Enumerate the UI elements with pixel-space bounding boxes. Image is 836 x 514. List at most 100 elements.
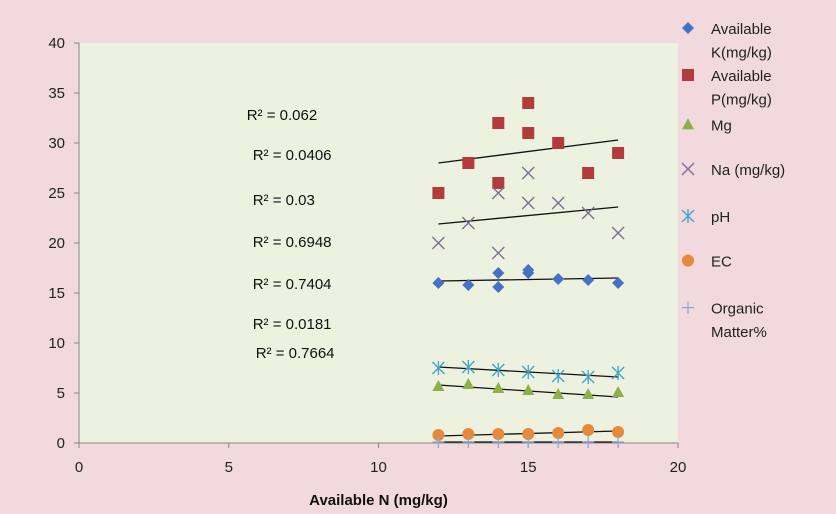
y-tick-label: 10 xyxy=(48,335,65,352)
ph-point xyxy=(551,369,565,383)
legend-ph-label: pH xyxy=(711,209,730,226)
legend-ec-label: EC xyxy=(711,254,732,271)
legend-available-p-mg-kg-label: P(mg/kg) xyxy=(711,92,772,109)
r-squared-label: R² = 0.7664 xyxy=(256,345,335,362)
mg-point xyxy=(612,386,625,397)
available-k-mg-kg-point xyxy=(522,264,535,276)
available-p-mg-kg-point xyxy=(492,117,505,129)
x-tick-label: 5 xyxy=(225,459,233,476)
y-tick-label: 20 xyxy=(48,235,65,252)
na-mg-kg-point xyxy=(491,186,505,200)
legend-ec-marker xyxy=(682,254,694,267)
available-p-mg-kg-point xyxy=(492,177,505,189)
r-squared-label: R² = 0.7404 xyxy=(253,276,332,293)
available-k-mg-kg-point xyxy=(492,281,505,293)
r-squared-label: R² = 0.062 xyxy=(247,107,317,124)
y-tick-label: 15 xyxy=(48,285,65,302)
r-squared-label: R² = 0.0181 xyxy=(253,316,332,333)
ph-point xyxy=(581,370,595,384)
na-mg-kg-point xyxy=(431,236,445,250)
available-p-mg-kg-point xyxy=(462,157,475,169)
y-tick-label: 25 xyxy=(48,185,65,202)
data-markers xyxy=(431,97,625,448)
legend-ph-marker xyxy=(681,209,695,223)
y-tick-label: 35 xyxy=(48,85,65,102)
organic-matter-point xyxy=(462,436,475,448)
ec-point xyxy=(582,424,595,436)
y-tick-label: 5 xyxy=(57,385,65,402)
ec-point xyxy=(492,428,505,440)
available-p-mg-kg-point xyxy=(612,147,625,159)
mg-point xyxy=(522,384,535,395)
ec-point xyxy=(522,428,535,440)
legend-organic-matter-label: Matter% xyxy=(711,324,767,341)
ph-point xyxy=(521,365,535,379)
ec-point xyxy=(432,429,445,441)
na-mg-kg-point xyxy=(491,246,505,260)
ph-point xyxy=(491,363,505,377)
legend-available-k-mg-kg-label: Available xyxy=(711,21,772,38)
available-p-mg-kg-point xyxy=(432,187,445,199)
legend-na-mg-kg-marker xyxy=(681,162,695,176)
mg-point xyxy=(582,388,595,399)
na-mg-kg-point xyxy=(611,226,625,240)
organic-matter-point xyxy=(522,436,535,448)
available-k-mg-kg-point xyxy=(612,277,625,289)
organic-matter-point xyxy=(432,436,445,448)
available-p-mg-kg-point xyxy=(552,137,565,149)
na-mg-kg-point xyxy=(521,196,535,210)
available-k-mg-kg-point xyxy=(462,279,475,291)
na-mg-kg-point xyxy=(551,196,565,210)
legend-na-mg-kg-label: Na (mg/kg) xyxy=(711,162,785,179)
na-mg-kg-point xyxy=(581,206,595,220)
r-squared-labels: R² = 0.062 R² = 0.0406 R² = 0.03 R² = 0.694… xyxy=(247,107,335,362)
ph-point xyxy=(431,361,445,375)
legend-available-k-mg-kg-marker xyxy=(682,22,694,34)
mg-point xyxy=(552,388,565,399)
legend-available-k-mg-kg-label: K(mg/kg) xyxy=(711,45,772,62)
x-tick-label: 15 xyxy=(520,459,537,476)
legend-organic-matter-marker xyxy=(682,301,694,314)
available-p-mg-kg-point xyxy=(582,167,595,179)
na-mg-kg-point xyxy=(521,166,535,180)
axes: 0 5 10 15 20 25 30 35 40 0 5 10 15 20 xyxy=(48,35,686,476)
organic-matter-point xyxy=(582,436,595,448)
na-mg-kg-point xyxy=(461,216,475,230)
mg-point xyxy=(462,378,475,389)
y-tick-label: 0 xyxy=(57,435,65,452)
ph-point xyxy=(461,360,475,374)
legend: Available K(mg/kg) Available P(mg/kg) Mg Na (… xyxy=(681,21,785,341)
x-tick-label: 10 xyxy=(370,459,387,476)
plot-area xyxy=(79,43,678,443)
available-k-mg-kg-point xyxy=(582,274,595,286)
x-axis-label: Available N (mg/kg) xyxy=(309,492,448,509)
x-tick-label: 20 xyxy=(670,459,687,476)
na-mg-kg-trendline xyxy=(438,206,619,225)
mg-point xyxy=(492,382,505,393)
ec-point xyxy=(552,427,565,439)
y-tick-label: 40 xyxy=(48,35,65,52)
legend-available-p-mg-kg-marker xyxy=(682,69,694,81)
ec-point xyxy=(462,428,475,440)
available-k-mg-kg-point xyxy=(492,267,505,279)
r-squared-label: R² = 0.6948 xyxy=(253,234,332,251)
legend-organic-matter-label: Organic xyxy=(711,301,764,318)
r-squared-label: R² = 0.0406 xyxy=(253,147,332,164)
legend-mg-label: Mg xyxy=(711,117,732,134)
available-p-mg-kg-point xyxy=(522,97,535,109)
r-squared-label: R² = 0.03 xyxy=(253,192,315,209)
organic-matter-point xyxy=(612,436,625,448)
mg-point xyxy=(432,380,445,391)
ph-point xyxy=(611,366,625,380)
y-tick-label: 30 xyxy=(48,135,65,152)
available-p-mg-kg-point xyxy=(522,127,535,139)
available-k-mg-kg-point xyxy=(432,277,445,289)
organic-matter-point xyxy=(492,436,505,448)
x-tick-label: 0 xyxy=(75,459,83,476)
organic-matter-point xyxy=(552,436,565,448)
legend-mg-marker xyxy=(682,118,694,130)
legend-available-p-mg-kg-label: Available xyxy=(711,68,772,85)
available-k-mg-kg-point xyxy=(552,273,565,285)
ec-point xyxy=(612,426,625,438)
